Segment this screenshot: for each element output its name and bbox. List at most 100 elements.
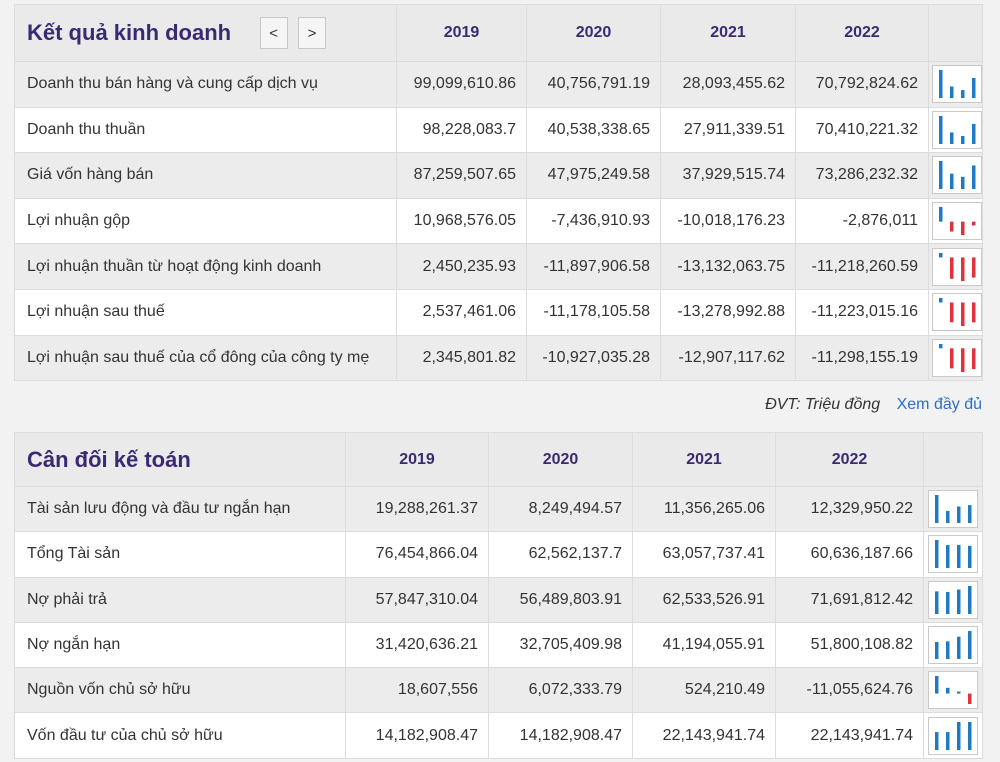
balance-row: Nợ phải trả 57,847,310.04 56,489,803.91 62,…: [14, 576, 983, 623]
sparkline-box[interactable]: [932, 293, 982, 332]
income-row: Lợi nhuận sau thuế của cổ đông của công …: [14, 334, 983, 382]
balance-sparkline-header: [923, 432, 983, 487]
balance-value-cell: 32,705,409.98: [488, 621, 633, 669]
sparkline-bar: [950, 174, 954, 190]
sparkline-box[interactable]: [928, 580, 978, 619]
sparkline-chart: [939, 343, 976, 372]
balance-value-cell: 31,420,636.21: [345, 621, 489, 669]
balance-sparkline-cell[interactable]: [923, 667, 983, 714]
sparkline-box[interactable]: [928, 490, 978, 529]
income-value-cell: 2,345,801.82: [396, 334, 527, 382]
balance-row: Nợ ngắn hạn 31,420,636.21 32,705,409.98 41,…: [14, 621, 983, 669]
income-value-cell: 73,286,232.32: [795, 152, 929, 199]
balance-sparkline-cell[interactable]: [923, 621, 983, 669]
sparkline-chart: [935, 676, 972, 705]
sparkline-box[interactable]: [932, 202, 982, 241]
balance-row-label: Nợ ngắn hạn: [14, 621, 346, 669]
view-full-link[interactable]: Xem đầy đủ: [896, 396, 982, 413]
sparkline-bar: [961, 257, 965, 281]
sparkline-bar: [950, 302, 954, 323]
sparkline-bar: [972, 257, 976, 278]
sparkline-box[interactable]: [932, 338, 982, 377]
balance-year-header: 2022: [775, 432, 924, 487]
sparkline-bar: [972, 302, 976, 323]
balance-sparkline-cell[interactable]: [923, 485, 983, 533]
income-sparkline-header: [928, 4, 983, 62]
balance-table-body: Tài sản lưu động và đầu tư ngắn hạn 19,28…: [14, 485, 983, 759]
balance-row: Tài sản lưu động và đầu tư ngắn hạn 19,28…: [14, 485, 983, 533]
income-row-label: Lợi nhuận sau thuế: [14, 288, 397, 336]
sparkline-bar: [961, 90, 965, 99]
sparkline-bar: [957, 589, 961, 614]
sparkline-bar: [946, 511, 950, 524]
balance-sparkline-cell[interactable]: [923, 576, 983, 623]
sparkline-bar: [939, 252, 943, 258]
sparkline-chart: [935, 540, 972, 569]
sparkline-box[interactable]: [928, 626, 978, 665]
income-sparkline-cell[interactable]: [928, 197, 983, 245]
sparkline-bar: [972, 221, 976, 226]
income-row: Lợi nhuận thuần từ hoạt động kinh doanh 2…: [14, 243, 983, 290]
sparkline-chart: [935, 585, 972, 614]
income-value-cell: 40,756,791.19: [526, 61, 661, 108]
sparkline-chart: [935, 721, 972, 750]
sparkline-box[interactable]: [928, 671, 978, 710]
sparkline-box[interactable]: [932, 110, 982, 149]
income-year-header: 2020: [526, 4, 661, 62]
sparkline-box[interactable]: [932, 247, 982, 286]
sparkline-bar: [961, 135, 965, 144]
income-statement-table: Kết quả kinh doanh < > 2019 2020 2021 20…: [14, 4, 983, 382]
balance-value-cell: 41,194,055.91: [632, 621, 776, 669]
sparkline-bar: [935, 591, 939, 614]
sparkline-bar: [968, 505, 972, 524]
income-sparkline-cell[interactable]: [928, 106, 983, 154]
income-value-cell: -10,018,176.23: [660, 197, 796, 245]
income-sparkline-cell[interactable]: [928, 61, 983, 108]
sparkline-bar: [950, 86, 954, 99]
sparkline-bar: [939, 207, 943, 222]
income-row-label: Doanh thu bán hàng và cung cấp dịch vụ: [14, 61, 397, 108]
income-value-cell: -13,278,992.88: [660, 288, 796, 336]
income-value-cell: 87,259,507.65: [396, 152, 527, 199]
balance-row-label: Nguồn vốn chủ sở hữu: [14, 667, 346, 714]
balance-value-cell: 63,057,737.41: [632, 531, 776, 578]
sparkline-chart: [935, 495, 972, 524]
sparkline-box[interactable]: [932, 156, 982, 195]
sparkline-box[interactable]: [928, 535, 978, 574]
sparkline-chart: [939, 252, 976, 281]
balance-value-cell: 71,691,812.42: [775, 576, 924, 623]
balance-value-cell: 22,143,941.74: [775, 712, 924, 759]
sparkline-bar: [968, 693, 972, 705]
sparkline-chart: [939, 70, 976, 99]
balance-sparkline-cell[interactable]: [923, 531, 983, 578]
income-value-cell: 47,975,249.58: [526, 152, 661, 199]
balance-value-cell: 18,607,556: [345, 667, 489, 714]
sparkline-bar: [968, 546, 972, 569]
balance-sparkline-cell[interactable]: [923, 712, 983, 759]
income-year-header: 2019: [396, 4, 527, 62]
income-value-cell: -11,897,906.58: [526, 243, 661, 290]
sparkline-box[interactable]: [928, 716, 978, 755]
balance-value-cell: 11,356,265.06: [632, 485, 776, 533]
next-period-button[interactable]: >: [298, 17, 327, 49]
income-section-title: Kết quả kinh doanh: [27, 20, 232, 45]
balance-year-header: 2020: [488, 432, 633, 487]
income-row: Lợi nhuận gộp 10,968,576.05 -7,436,910.93-…: [14, 197, 983, 245]
income-header-row: Kết quả kinh doanh < > 2019 2020 2021 20…: [14, 4, 983, 62]
income-sparkline-cell[interactable]: [928, 334, 983, 382]
income-row-label: Lợi nhuận thuần từ hoạt động kinh doanh: [14, 243, 397, 290]
income-row-label: Lợi nhuận sau thuế của cổ đông của công …: [14, 334, 397, 382]
income-value-cell: 70,792,824.62: [795, 61, 929, 108]
income-value-cell: -11,298,155.19: [795, 334, 929, 382]
income-sparkline-cell[interactable]: [928, 243, 983, 290]
income-sparkline-cell[interactable]: [928, 152, 983, 199]
balance-row-label: Nợ phải trả: [14, 576, 346, 623]
prev-period-button[interactable]: <: [259, 17, 288, 49]
income-value-cell: -12,907,117.62: [660, 334, 796, 382]
income-row-label: Lợi nhuận gộp: [14, 197, 397, 245]
sparkline-box[interactable]: [932, 65, 982, 104]
sparkline-bar: [972, 165, 976, 190]
income-row-label: Doanh thu thuần: [14, 106, 397, 154]
income-sparkline-cell[interactable]: [928, 288, 983, 336]
unit-row: ĐVT: Triệu đồng Xem đầy đủ: [765, 396, 982, 414]
